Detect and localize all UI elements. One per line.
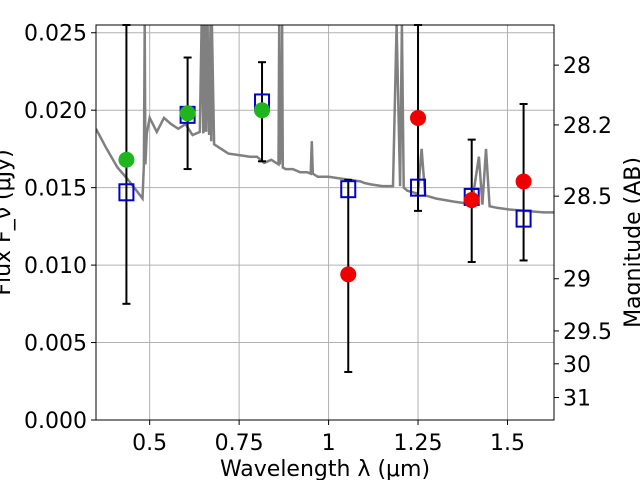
observed-circle-marker (254, 102, 271, 119)
right-y-axis-label: Magnitude (AB) (621, 157, 640, 328)
model-square-marker (340, 180, 357, 199)
right-y-tick-label: 28.5 (563, 185, 612, 210)
right-y-tick-label: 29.5 (563, 320, 612, 345)
y-tick-label: 0.015 (24, 177, 87, 202)
x-axis-label: Wavelength λ (μm) (220, 457, 430, 480)
grid (96, 25, 554, 421)
x-tick-label: 0.5 (132, 431, 167, 456)
y-tick-label: 0.020 (24, 99, 87, 124)
observed-circle-marker (118, 151, 135, 168)
right-y-tick-label: 28.2 (563, 114, 612, 139)
spectrum-path (96, 25, 554, 214)
y-tick-label: 0.000 (24, 409, 87, 434)
y-tick-label: 0.010 (24, 254, 87, 279)
right-y-tick-label: 28 (563, 54, 591, 79)
y-tick-label: 0.025 (24, 22, 87, 47)
observed-circle-marker (410, 109, 427, 126)
right-y-tick-label: 30 (563, 353, 591, 378)
axes: 0.5 0.75 1 1.25 1.5 0.000 0.005 0.010 0.015 0.020… (24, 22, 612, 456)
observed-circle-marker (515, 173, 532, 190)
x-tick-label: 1.5 (490, 431, 525, 456)
y-tick-label: 0.005 (24, 332, 87, 357)
x-tick-label: 1.25 (394, 431, 443, 456)
x-tick-label: 1 (322, 431, 336, 456)
plot-frame (95, 24, 555, 421)
observed-circle-marker (340, 266, 357, 283)
model-square-marker (515, 209, 532, 228)
model-square-marker (118, 183, 135, 202)
observed-circle-marker (463, 192, 480, 209)
spectrum-line (96, 25, 554, 214)
right-y-tick-label: 31 (563, 387, 591, 412)
y-axis-label: Flux F_ν (μJy) (0, 149, 16, 295)
observed-circle-marker (179, 105, 196, 122)
x-tick-label: 0.75 (215, 431, 264, 456)
data-markers (118, 93, 532, 283)
model-square-marker (410, 178, 427, 197)
right-y-tick-label: 29 (563, 268, 591, 293)
